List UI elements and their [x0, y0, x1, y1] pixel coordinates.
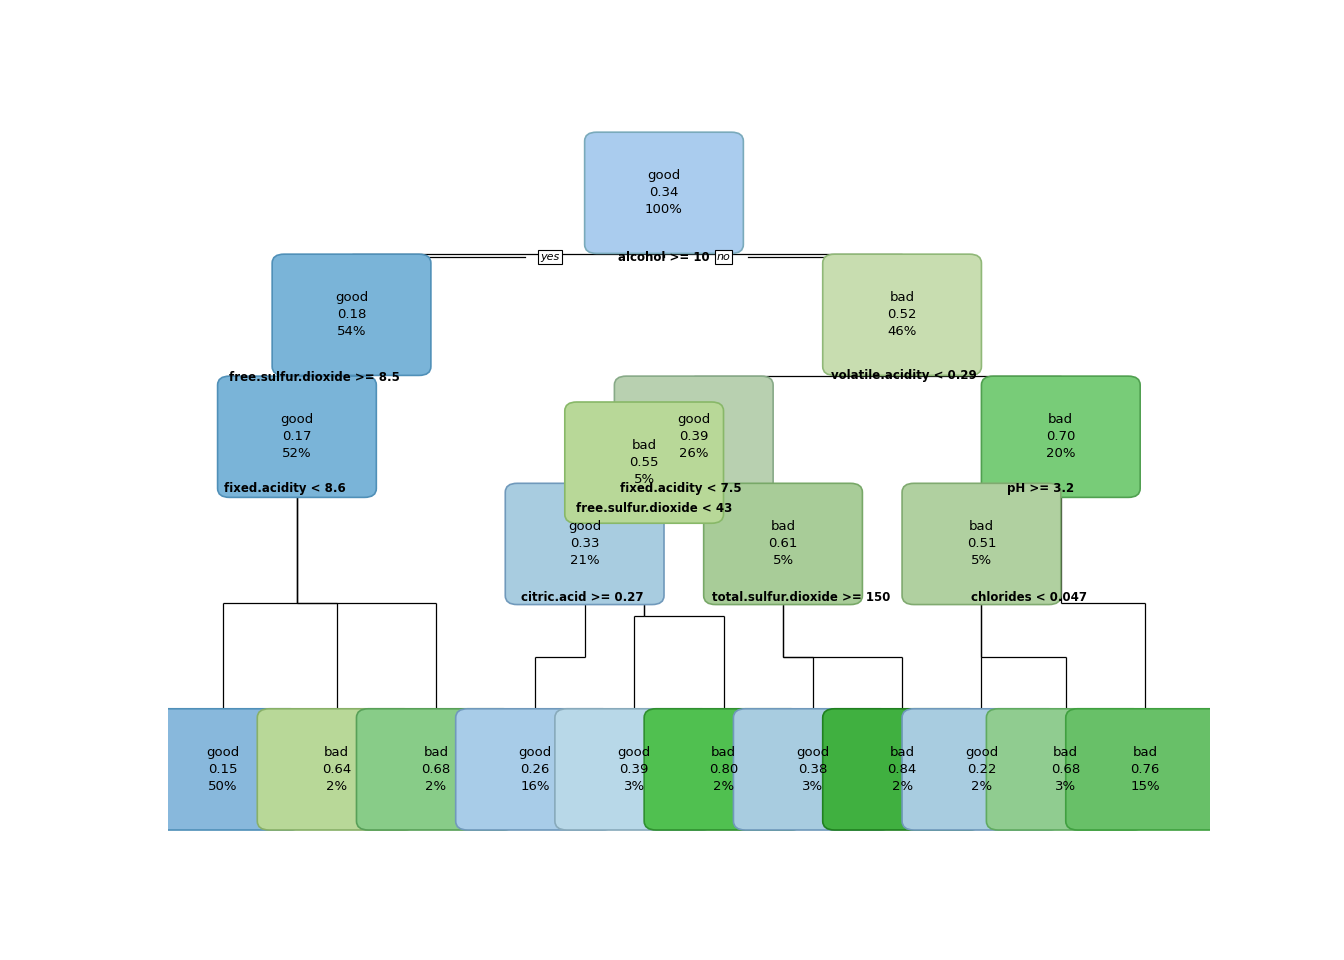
Text: pH >= 3.2: pH >= 3.2: [1008, 482, 1074, 495]
FancyBboxPatch shape: [456, 708, 614, 830]
Text: bad
0.76
15%: bad 0.76 15%: [1130, 746, 1160, 793]
Text: bad
0.55
5%: bad 0.55 5%: [629, 439, 659, 486]
FancyBboxPatch shape: [1066, 708, 1224, 830]
Text: free.sulfur.dioxide < 43: free.sulfur.dioxide < 43: [577, 502, 732, 515]
FancyBboxPatch shape: [734, 708, 892, 830]
FancyBboxPatch shape: [823, 254, 981, 375]
Text: bad
0.68
2%: bad 0.68 2%: [421, 746, 450, 793]
FancyBboxPatch shape: [218, 376, 376, 497]
Text: chlorides < 0.047: chlorides < 0.047: [972, 590, 1087, 604]
FancyBboxPatch shape: [902, 483, 1060, 605]
FancyBboxPatch shape: [644, 708, 802, 830]
FancyBboxPatch shape: [505, 483, 664, 605]
Text: good
0.39
3%: good 0.39 3%: [618, 746, 650, 793]
Text: good
0.33
21%: good 0.33 21%: [569, 520, 601, 567]
Text: bad
0.51
5%: bad 0.51 5%: [966, 520, 996, 567]
Text: good
0.26
16%: good 0.26 16%: [519, 746, 551, 793]
FancyBboxPatch shape: [356, 708, 515, 830]
FancyBboxPatch shape: [555, 708, 714, 830]
Text: volatile.acidity < 0.29: volatile.acidity < 0.29: [831, 369, 977, 382]
Text: bad
0.68
3%: bad 0.68 3%: [1051, 746, 1081, 793]
FancyBboxPatch shape: [585, 132, 743, 253]
Text: total.sulfur.dioxide >= 150: total.sulfur.dioxide >= 150: [712, 590, 890, 604]
FancyBboxPatch shape: [257, 708, 417, 830]
Text: good
0.18
54%: good 0.18 54%: [335, 291, 368, 338]
FancyBboxPatch shape: [981, 376, 1140, 497]
Text: fixed.acidity < 7.5: fixed.acidity < 7.5: [620, 482, 742, 495]
Text: good
0.17
52%: good 0.17 52%: [281, 413, 313, 460]
FancyBboxPatch shape: [704, 483, 863, 605]
Text: no: no: [716, 252, 730, 262]
Text: bad
0.80
2%: bad 0.80 2%: [708, 746, 738, 793]
Text: alcohol >= 10: alcohol >= 10: [618, 251, 710, 264]
Text: fixed.acidity < 8.6: fixed.acidity < 8.6: [224, 482, 345, 495]
Text: good
0.34
100%: good 0.34 100%: [645, 169, 683, 216]
Text: good
0.15
50%: good 0.15 50%: [206, 746, 239, 793]
Text: citric.acid >= 0.27: citric.acid >= 0.27: [521, 590, 644, 604]
FancyBboxPatch shape: [271, 254, 431, 375]
FancyBboxPatch shape: [986, 708, 1145, 830]
Text: bad
0.84
2%: bad 0.84 2%: [887, 746, 917, 793]
FancyBboxPatch shape: [564, 402, 723, 523]
Text: good
0.22
2%: good 0.22 2%: [965, 746, 999, 793]
Text: good
0.39
26%: good 0.39 26%: [677, 413, 711, 460]
Text: yes: yes: [540, 252, 559, 262]
Text: bad
0.64
2%: bad 0.64 2%: [323, 746, 351, 793]
FancyBboxPatch shape: [144, 708, 302, 830]
Text: bad
0.52
46%: bad 0.52 46%: [887, 291, 917, 338]
Text: free.sulfur.dioxide >= 8.5: free.sulfur.dioxide >= 8.5: [230, 372, 401, 384]
FancyBboxPatch shape: [614, 376, 773, 497]
FancyBboxPatch shape: [823, 708, 981, 830]
Text: bad
0.70
20%: bad 0.70 20%: [1046, 413, 1075, 460]
FancyBboxPatch shape: [902, 708, 1060, 830]
Text: good
0.38
3%: good 0.38 3%: [796, 746, 829, 793]
Text: bad
0.61
5%: bad 0.61 5%: [769, 520, 798, 567]
